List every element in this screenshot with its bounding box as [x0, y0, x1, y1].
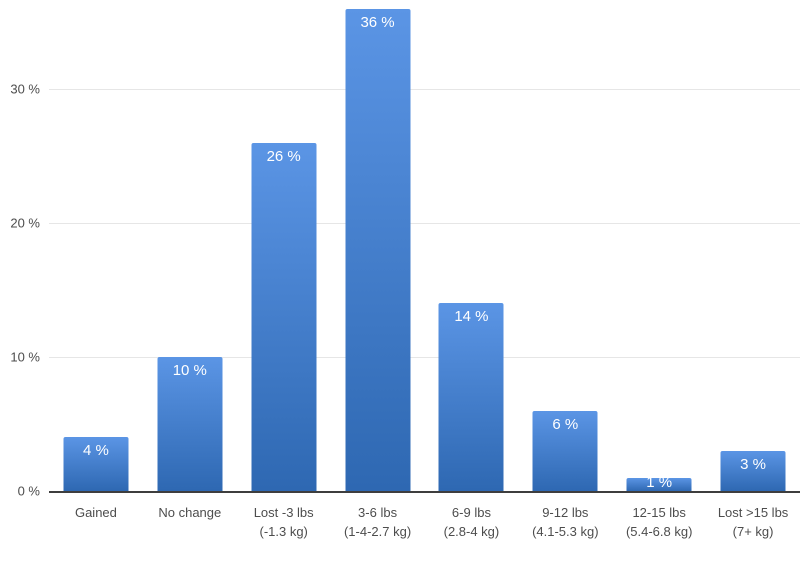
x-axis-category-label: Lost -3 lbs (-1.3 kg) — [237, 503, 331, 541]
y-axis-tick-label: 20 % — [10, 215, 40, 231]
bar: 6 % — [532, 410, 598, 491]
bar-value-label: 1 % — [646, 477, 673, 491]
x-axis-category-label-line: (4.1-5.3 kg) — [532, 524, 599, 539]
bar-slot: 10 % — [143, 0, 237, 491]
x-axis-labels: Gained No change Lost -3 lbs (-1.3 kg) 3-6 l… — [49, 503, 800, 541]
x-axis-category-label: Lost >15 lbs (7+ kg) — [706, 503, 800, 541]
y-axis-tick-label: 30 % — [10, 81, 40, 97]
gridline — [49, 89, 800, 90]
bar-slot: 36 % — [331, 0, 425, 491]
bar-slot: 26 % — [237, 0, 331, 491]
bars-container: 4 % 10 % 26 % 36 % 14 % 6 % 1 % 3 % — [49, 0, 800, 491]
x-axis-category-label-line: (-1.3 kg) — [259, 524, 308, 539]
bar: 4 % — [63, 437, 129, 491]
bar: 26 % — [251, 142, 317, 491]
gridline — [49, 357, 800, 358]
plot-area: 4 % 10 % 26 % 36 % 14 % 6 % 1 % 3 % — [49, 0, 800, 493]
x-axis-category-label-line: 9-12 lbs — [542, 505, 589, 520]
x-axis-category-label-line: Gained — [74, 505, 117, 520]
x-axis-category-label-line: 12-15 lbs — [632, 505, 686, 520]
bar-slot: 6 % — [518, 0, 612, 491]
bar: 3 % — [720, 450, 786, 491]
x-axis-category-label-line: (2.8-4 kg) — [443, 524, 500, 539]
bar-value-label: 26 % — [266, 147, 301, 165]
bar: 14 % — [438, 303, 504, 491]
x-axis-category-label-line: 3-6 lbs — [358, 505, 398, 520]
x-axis-category-label: Gained — [49, 503, 143, 541]
x-axis-category-label: 6-9 lbs (2.8-4 kg) — [425, 503, 519, 541]
y-axis-tick-label: 0 % — [17, 483, 40, 499]
x-axis-category-label-line: Lost -3 lbs — [253, 505, 314, 520]
bar-slot: 14 % — [425, 0, 519, 491]
bar: 10 % — [157, 357, 223, 491]
x-axis-category-label-line: Lost >15 lbs — [717, 505, 789, 520]
bar: 36 % — [345, 8, 411, 491]
bar-value-label: 10 % — [172, 362, 207, 379]
bar-slot: 3 % — [706, 0, 800, 491]
x-axis-line — [49, 491, 800, 493]
bar-value-label: 6 % — [552, 415, 579, 433]
x-axis-category-label-line: (1-4-2.7 kg) — [343, 524, 412, 539]
bar-value-label: 36 % — [360, 13, 395, 31]
x-axis-category-label-line: (7+ kg) — [732, 524, 774, 539]
x-axis-category-label: 9-12 lbs (4.1-5.3 kg) — [518, 503, 612, 541]
x-axis-category-label: 12-15 lbs (5.4-6.8 kg) — [612, 503, 706, 541]
bar-slot: 1 % — [612, 0, 706, 491]
bar-slot: 4 % — [49, 0, 143, 491]
bar-value-label: 4 % — [83, 442, 109, 460]
x-axis-category-label-line: No change — [158, 505, 222, 520]
bar: 1 % — [626, 477, 692, 491]
gridline — [49, 223, 800, 224]
bar-value-label: 14 % — [454, 308, 489, 326]
bar-value-label: 3 % — [740, 455, 766, 473]
x-axis-category-label: No change — [143, 503, 237, 541]
x-axis-category-label-line: (5.4-6.8 kg) — [625, 524, 693, 539]
y-axis-tick-label: 10 % — [10, 349, 40, 365]
x-axis-category-label-line: 6-9 lbs — [451, 505, 491, 520]
x-axis-category-label: 3-6 lbs (1-4-2.7 kg) — [331, 503, 425, 541]
